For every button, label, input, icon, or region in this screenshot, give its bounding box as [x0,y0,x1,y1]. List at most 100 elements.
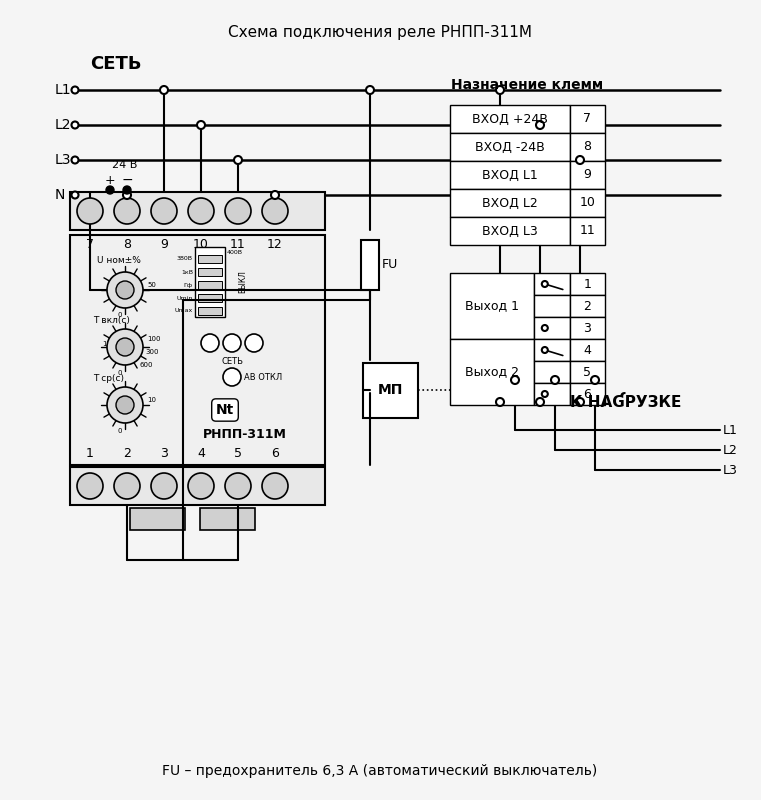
Text: 1: 1 [86,447,94,461]
Circle shape [542,391,548,397]
Circle shape [576,156,584,164]
Text: ВХОД L3: ВХОД L3 [482,225,538,238]
Circle shape [234,156,242,164]
Text: 10: 10 [580,197,595,210]
FancyBboxPatch shape [570,317,605,339]
Circle shape [536,121,544,129]
Circle shape [114,198,140,224]
Text: Гф: Гф [184,282,193,287]
Circle shape [225,473,251,499]
Circle shape [116,281,134,299]
Circle shape [106,186,114,194]
Text: 2: 2 [123,447,131,461]
FancyBboxPatch shape [450,133,570,161]
Circle shape [576,398,584,406]
Circle shape [107,329,143,365]
FancyBboxPatch shape [534,295,570,317]
Circle shape [77,473,103,499]
Text: 3: 3 [584,322,591,334]
Circle shape [591,376,599,384]
Text: ВХОД L1: ВХОД L1 [482,169,538,182]
Circle shape [151,473,177,499]
Circle shape [123,191,131,199]
FancyBboxPatch shape [534,339,570,361]
FancyBboxPatch shape [570,339,605,361]
Circle shape [72,157,78,163]
Text: СЕТЬ: СЕТЬ [90,55,142,73]
FancyBboxPatch shape [130,508,185,530]
FancyBboxPatch shape [198,307,222,315]
Circle shape [542,347,548,353]
FancyBboxPatch shape [570,295,605,317]
FancyBboxPatch shape [570,133,605,161]
Text: Назначение клемм: Назначение клемм [451,78,603,92]
Text: МП: МП [377,383,403,397]
FancyBboxPatch shape [450,189,570,217]
Text: 2: 2 [584,299,591,313]
FancyBboxPatch shape [200,508,255,530]
Circle shape [72,191,78,198]
Circle shape [72,122,78,129]
Text: L3: L3 [723,463,738,477]
Circle shape [551,376,559,384]
Text: СЕТЬ: СЕТЬ [221,357,243,366]
Circle shape [114,473,140,499]
Text: N: N [55,188,65,202]
Text: К НАƓРУЗКЕ: К НАƓРУЗКЕ [570,395,681,410]
Circle shape [496,398,504,406]
FancyBboxPatch shape [198,255,222,263]
Text: 4: 4 [584,343,591,357]
Circle shape [262,473,288,499]
Circle shape [77,198,103,224]
Text: Nt: Nt [216,403,234,417]
Text: 400В: 400В [227,250,243,254]
Circle shape [201,334,219,352]
Text: 7: 7 [86,238,94,251]
Text: ВЫКЛ: ВЫКЛ [238,270,247,294]
Text: Umin: Umin [177,295,193,301]
Text: Выход 1: Выход 1 [465,299,519,313]
Text: 5: 5 [234,447,242,461]
FancyBboxPatch shape [450,339,534,405]
Circle shape [262,198,288,224]
Circle shape [542,281,548,287]
FancyBboxPatch shape [570,105,605,133]
FancyBboxPatch shape [198,281,222,289]
Circle shape [107,387,143,423]
Circle shape [151,198,177,224]
Text: −: − [121,173,133,187]
Text: 10: 10 [147,397,156,403]
Text: L1: L1 [55,83,72,97]
Text: Umax: Umax [175,309,193,314]
Text: Т вкл(с): Т вкл(с) [93,316,130,325]
Text: 10: 10 [102,341,111,347]
FancyBboxPatch shape [361,240,379,290]
FancyBboxPatch shape [570,161,605,189]
Text: Выход 2: Выход 2 [465,366,519,378]
Circle shape [536,398,544,406]
Circle shape [496,86,504,94]
Text: 12: 12 [267,238,283,251]
Text: 50: 50 [147,282,156,288]
FancyBboxPatch shape [570,217,605,245]
FancyBboxPatch shape [70,235,325,465]
Text: FU – предохранитель 6,3 А (автоматический выключатель): FU – предохранитель 6,3 А (автоматически… [162,764,597,778]
Text: +: + [105,174,116,186]
FancyBboxPatch shape [570,361,605,383]
Circle shape [542,325,548,331]
FancyBboxPatch shape [70,192,325,230]
Text: L2: L2 [55,118,72,132]
Text: 11: 11 [230,238,246,251]
Text: АВ ОТКЛ: АВ ОТКЛ [244,373,282,382]
Text: U ном±%: U ном±% [97,256,141,265]
Text: ВХОД L2: ВХОД L2 [482,197,538,210]
Text: 3: 3 [160,447,168,461]
Circle shape [197,121,205,129]
Circle shape [72,86,78,94]
Text: 100: 100 [147,336,161,342]
Circle shape [223,334,241,352]
FancyBboxPatch shape [362,362,418,418]
Text: L3: L3 [55,153,72,167]
Text: L1: L1 [723,423,738,437]
Text: L2: L2 [723,443,738,457]
